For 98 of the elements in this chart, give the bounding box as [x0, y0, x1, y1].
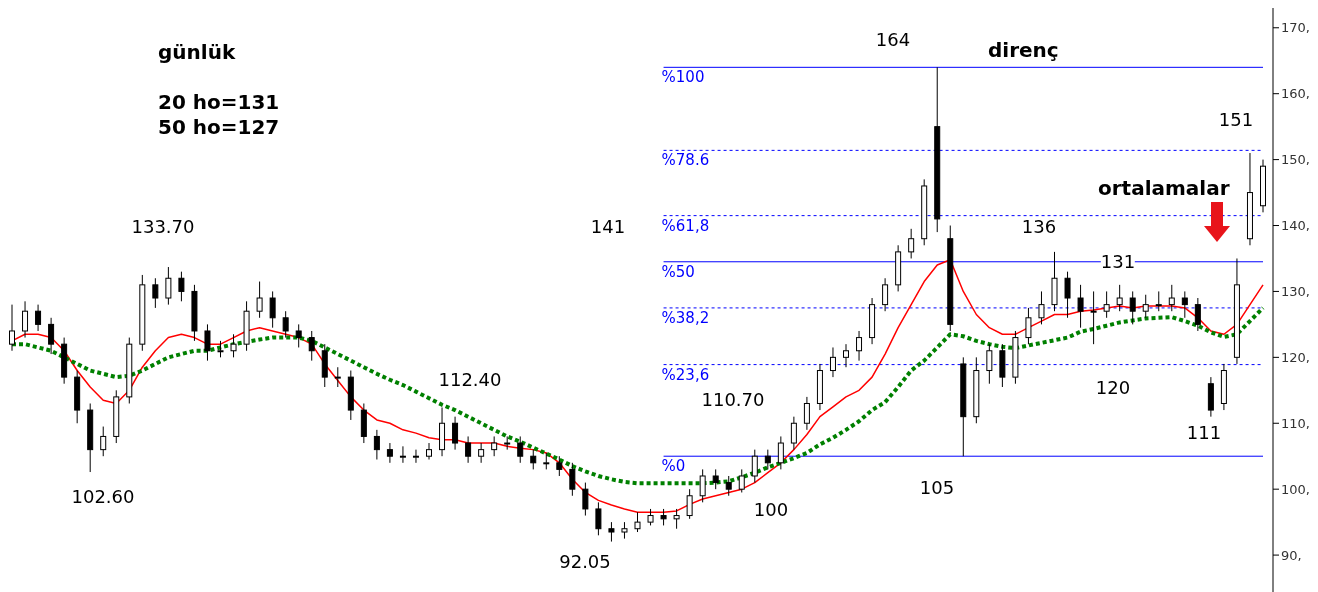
annotation: %38,2 — [661, 308, 710, 327]
candlestick — [777, 435, 784, 470]
candlestick — [686, 488, 693, 520]
candlestick — [152, 277, 159, 309]
candlestick — [178, 271, 185, 302]
candlestick — [1168, 284, 1175, 312]
candlestick — [100, 426, 107, 457]
y-tick-label: 120, — [1281, 349, 1310, 365]
candlestick — [1194, 297, 1201, 332]
annotation: %78.6 — [661, 151, 710, 170]
annotation: 164 — [875, 29, 911, 51]
candlestick — [308, 330, 315, 362]
y-tick-label: 110, — [1281, 415, 1310, 431]
candlestick — [843, 343, 849, 368]
candlestick — [738, 468, 745, 493]
y-tick-label: 170, — [1281, 20, 1310, 36]
annotation: 112.40 — [438, 369, 502, 391]
candlestick — [856, 330, 863, 362]
candlestick — [790, 416, 797, 451]
candlestick — [1025, 307, 1032, 345]
candlestick — [556, 455, 563, 477]
annotation: direnç — [988, 38, 1059, 62]
candlestick — [764, 449, 771, 470]
candlestick — [426, 442, 432, 461]
candlestick — [1129, 290, 1136, 325]
candlestick — [204, 323, 211, 362]
annotation: 92.05 — [559, 551, 611, 573]
candlestick — [1090, 290, 1097, 345]
candlestick — [256, 281, 263, 319]
candlestick — [803, 396, 810, 431]
candlestick — [373, 429, 380, 461]
candlestick — [334, 366, 341, 388]
candlestick — [569, 462, 576, 497]
annotation: 110.70 — [701, 389, 765, 411]
annotation: %0 — [661, 457, 686, 476]
annotation: ortalamalar — [1098, 176, 1230, 200]
candlestick — [634, 511, 641, 533]
y-tick-label: 140, — [1281, 218, 1310, 234]
annotation: 136 — [1021, 216, 1057, 238]
candlestick — [725, 475, 732, 497]
candlestick — [22, 300, 29, 339]
candlestick — [230, 333, 237, 358]
candlestick — [1142, 294, 1149, 319]
y-tick-label: 150, — [1281, 152, 1310, 168]
annotation: 102.60 — [71, 486, 135, 508]
candlestick — [530, 449, 537, 470]
annotation: 133.70 — [131, 216, 195, 238]
candlestick — [1116, 284, 1123, 312]
annotation: 131 — [1100, 251, 1136, 273]
candlestick — [48, 317, 55, 355]
candlestick — [1077, 284, 1084, 329]
y-tick-label: 100, — [1281, 481, 1310, 497]
annotation: 151 — [1218, 109, 1254, 131]
candlestick — [491, 435, 498, 457]
candlestick — [478, 442, 485, 464]
candlestick — [517, 435, 524, 464]
y-tick-label: 90, — [1281, 547, 1302, 563]
candlestick — [282, 310, 289, 339]
candlestick — [1064, 271, 1071, 319]
candlestick — [1103, 290, 1110, 319]
candlestick — [1038, 290, 1045, 325]
candlestick — [452, 416, 459, 451]
candlestick — [295, 323, 302, 348]
annotation: %50 — [661, 262, 695, 281]
annotation: 111 — [1186, 422, 1222, 444]
candlestick — [608, 521, 615, 543]
candlestick — [399, 445, 406, 464]
annotation: 50 ho=127 — [158, 115, 280, 139]
candlestick — [751, 449, 758, 484]
annotation: 120 — [1095, 377, 1131, 399]
candlestick — [829, 346, 836, 378]
annotation: günlük — [158, 40, 236, 64]
annotation: %23,6 — [661, 365, 710, 384]
candlestick — [269, 290, 276, 329]
candlestick — [1155, 290, 1162, 312]
candlestick — [165, 266, 172, 306]
candlestick — [712, 468, 719, 490]
annotation: 105 — [919, 477, 955, 499]
candlestick — [699, 468, 706, 503]
candlestick — [673, 508, 680, 530]
candlestick — [1181, 290, 1188, 319]
y-tick-label: 130, — [1281, 284, 1310, 300]
annotation: %61,8 — [661, 216, 710, 235]
candlestick — [882, 277, 889, 312]
candlestick — [986, 343, 993, 385]
candlestick — [595, 501, 602, 536]
candlestick — [908, 228, 915, 259]
candlestick — [465, 435, 472, 464]
candlestick — [582, 482, 589, 517]
annotation: %100 — [661, 68, 705, 87]
candlestick — [386, 442, 393, 464]
candlestick — [9, 304, 15, 352]
annotation: 100 — [753, 499, 789, 521]
annotation: 141 — [590, 216, 626, 238]
candlestick — [35, 304, 42, 332]
candlestick — [412, 449, 419, 464]
y-tick-label: 160, — [1281, 86, 1310, 102]
annotation: 20 ho=131 — [158, 90, 280, 114]
